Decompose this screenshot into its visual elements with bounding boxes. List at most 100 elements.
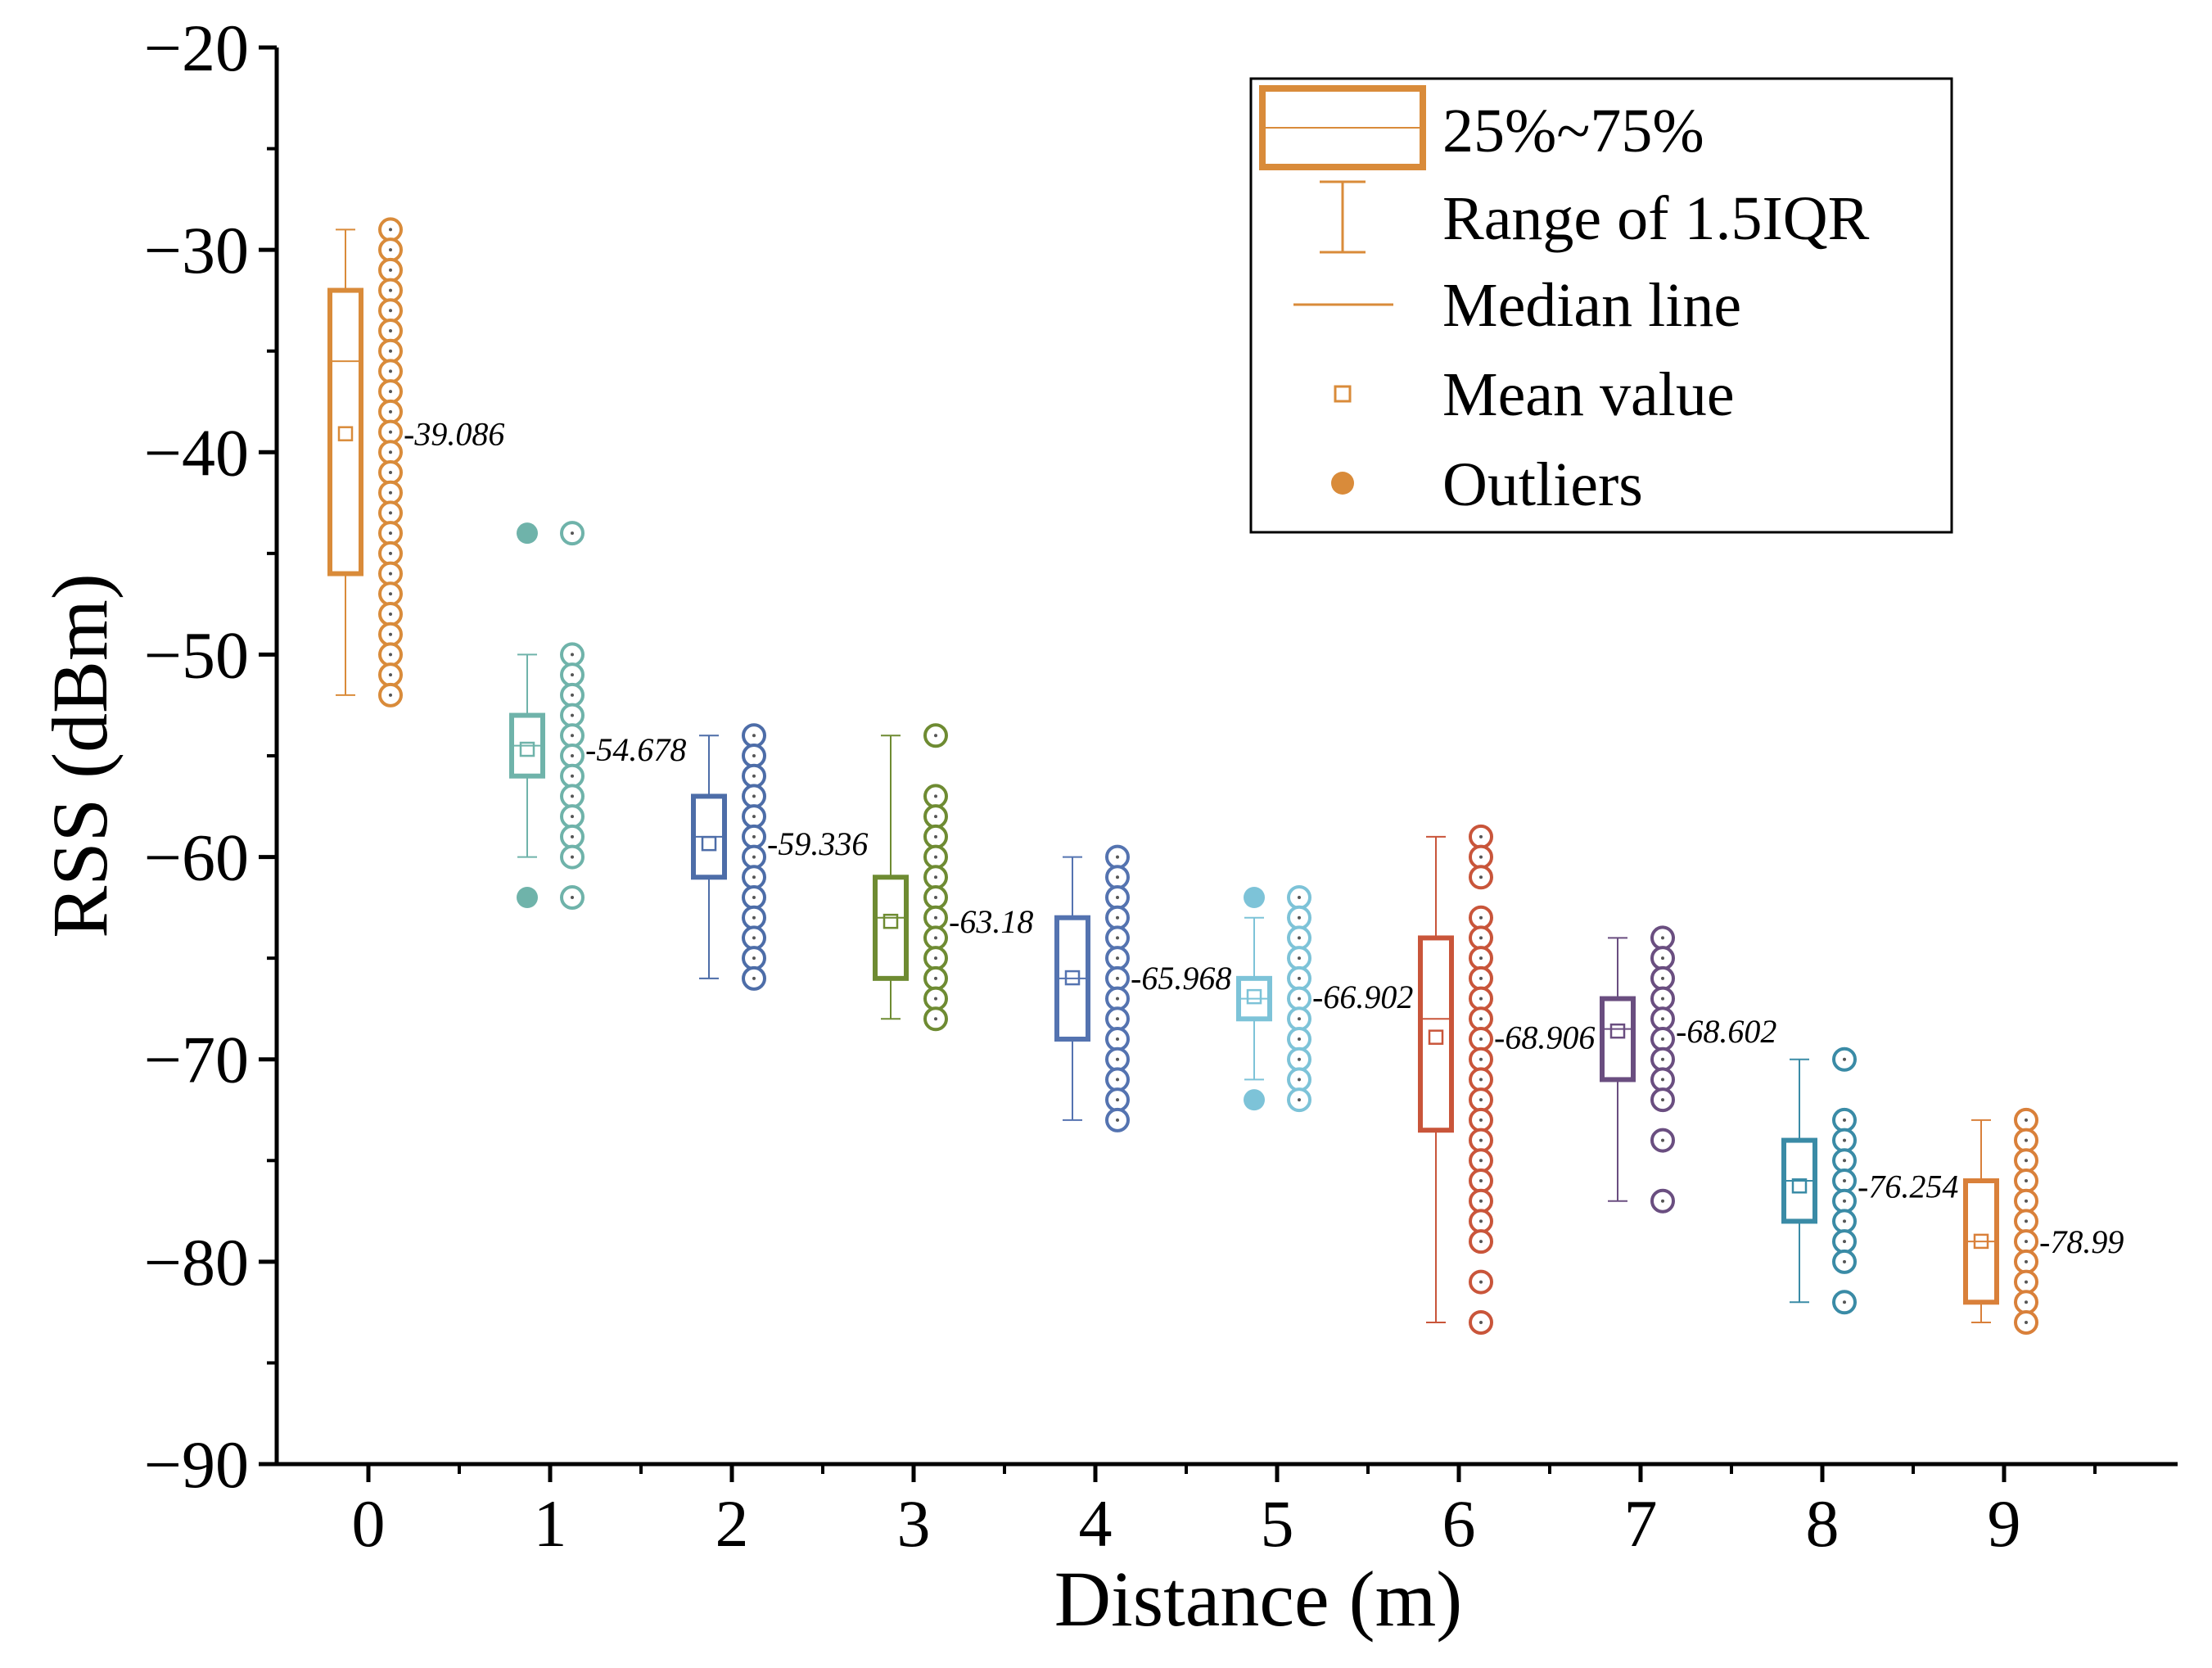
box-group-5: -66.902: [1236, 885, 1413, 1113]
data-point-center: [389, 430, 392, 434]
iqr-box: [1600, 996, 1636, 1083]
data-point-center: [389, 288, 392, 292]
data-point-center: [571, 531, 574, 536]
data-point-center: [1479, 936, 1483, 940]
box-group-0: -39.086: [327, 217, 504, 707]
data-point-center: [389, 693, 392, 697]
plot-area: −20 −30 −40 −50 −60 −70 −80 −90 0 1 2 3 4 5 6 7 8 9 -39.…: [144, 11, 2178, 1561]
legend-whisker-swatch: [1320, 180, 1366, 254]
mean-marker: [1609, 1023, 1626, 1039]
mean-value-label: -68.906: [1494, 1019, 1595, 1056]
data-point-center: [1661, 1057, 1664, 1061]
data-point-center: [1843, 1118, 1846, 1122]
mean-marker: [519, 741, 535, 757]
box-group-1: -54.678: [509, 521, 686, 910]
x-tick-label: 9: [1988, 1486, 2021, 1561]
data-point-center: [1116, 1037, 1119, 1041]
data-point-center: [1298, 1037, 1301, 1041]
y-tick-label: −20: [144, 11, 249, 85]
data-point-center: [571, 693, 574, 697]
data-point-center: [1298, 956, 1301, 961]
x-tick-label: 1: [534, 1486, 567, 1561]
data-point-center: [934, 936, 937, 940]
mean-value-label: -78.99: [2039, 1223, 2124, 1260]
data-point-center: [1298, 1078, 1301, 1082]
data-point-center: [1661, 1098, 1664, 1102]
data-point-center: [571, 754, 574, 757]
legend-label-whisker: Range of 1.5IQR: [1442, 184, 1870, 253]
box-group-4: -65.968: [1054, 844, 1231, 1132]
data-point-center: [1479, 1118, 1483, 1122]
data-point-center: [1116, 956, 1119, 961]
mean-value-label: -59.336: [767, 825, 868, 862]
data-point-center: [389, 228, 392, 232]
box-group-3: -63.18: [873, 723, 1033, 1032]
x-tick-label: 2: [716, 1486, 749, 1561]
y-tick-label: −70: [144, 1023, 249, 1097]
data-point-center: [934, 794, 937, 798]
data-point-center: [934, 956, 937, 961]
data-point-center: [1661, 976, 1664, 980]
data-point-center: [389, 572, 392, 576]
mean-value-label: -39.086: [404, 416, 504, 453]
data-point-center: [1116, 855, 1119, 859]
data-point-center: [1843, 1259, 1846, 1263]
x-tick-label: 5: [1261, 1486, 1294, 1561]
data-point-center: [752, 815, 756, 819]
box-group-7: -68.602: [1600, 925, 1776, 1214]
data-point-center: [1843, 1138, 1846, 1142]
data-point-center: [1661, 956, 1664, 961]
data-point-center: [1479, 976, 1483, 980]
data-point-center: [752, 875, 756, 879]
data-point-center: [1479, 1138, 1483, 1142]
data-point-center: [1479, 1017, 1483, 1021]
x-tick-label: 6: [1442, 1486, 1476, 1561]
data-point-center: [752, 936, 756, 940]
data-point-center: [1479, 1037, 1483, 1041]
y-tick-label: −40: [144, 415, 249, 490]
data-point-center: [1298, 896, 1301, 899]
data-point-center: [2025, 1240, 2028, 1244]
data-point-center: [389, 613, 392, 616]
y-tick-label: −60: [144, 820, 249, 895]
data-point-center: [2025, 1159, 2028, 1163]
box-series: -39.086 -54.678 -59.336 -63.18 -65.968 -66.90…: [327, 217, 2124, 1335]
iqr-box: [873, 875, 909, 981]
data-point-center: [1661, 1138, 1664, 1142]
legend: 25%~75% Range of 1.5IQR Median line Mean…: [1249, 77, 1953, 534]
data-point-center: [389, 471, 392, 474]
data-point-center: [1843, 1199, 1846, 1203]
data-point-center: [1479, 1321, 1483, 1324]
data-point-center: [752, 915, 756, 920]
data-point-center: [571, 834, 574, 839]
data-point-center: [1298, 997, 1301, 1001]
data-point-center: [571, 794, 574, 798]
data-point-center: [934, 855, 937, 859]
data-point-center: [752, 834, 756, 839]
data-point-center: [1479, 915, 1483, 920]
mean-value-label: -76.254: [1858, 1168, 1958, 1205]
data-point-center: [1479, 875, 1483, 879]
data-point-center: [1298, 915, 1301, 920]
data-point-center: [1479, 1240, 1483, 1244]
legend-box-swatch: [1259, 85, 1426, 170]
data-point-center: [934, 1017, 937, 1021]
x-axis-ticks: 0 1 2 3 4 5 6 7 8 9: [352, 1464, 2097, 1561]
data-point-center: [1479, 1098, 1483, 1102]
data-point-center: [389, 369, 392, 373]
x-tick-label: 4: [1079, 1486, 1113, 1561]
data-point-center: [1843, 1219, 1846, 1223]
data-point-center: [2025, 1199, 2028, 1203]
data-point-center: [752, 754, 756, 757]
data-point-center: [571, 896, 574, 899]
y-tick-label: −30: [144, 213, 249, 287]
data-point-center: [1661, 1199, 1664, 1203]
data-point-center: [2025, 1280, 2028, 1284]
x-axis-title: Distance (m): [1054, 1555, 1462, 1643]
data-point-center: [934, 997, 937, 1001]
data-point-center: [1661, 1037, 1664, 1041]
data-point-center: [1116, 976, 1119, 980]
data-point-center: [1661, 1017, 1664, 1021]
data-point-center: [389, 490, 392, 495]
x-tick-label: 3: [897, 1486, 931, 1561]
